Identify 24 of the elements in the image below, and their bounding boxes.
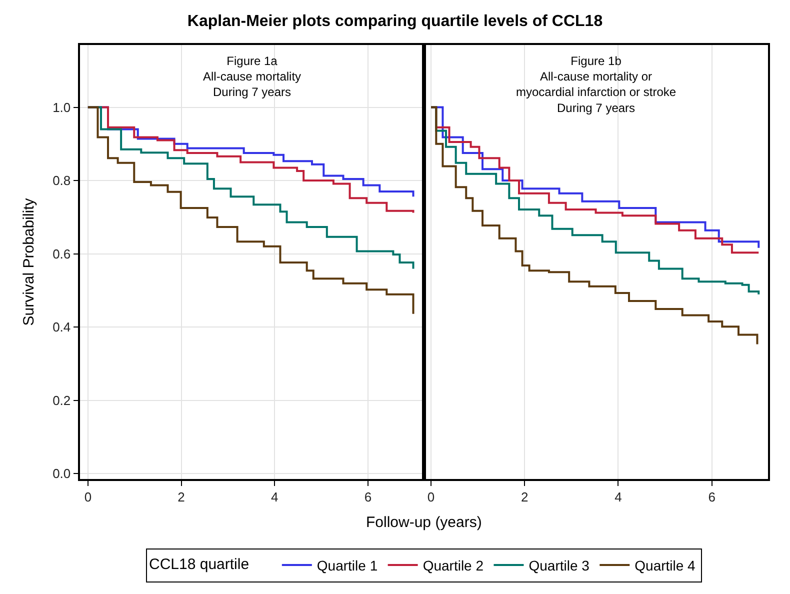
legend-label: Quartile 1 [316, 558, 378, 574]
x-tick-label: 0 [427, 489, 435, 504]
x-tick-label: 2 [178, 489, 185, 504]
chart-title: Kaplan-Meier plots comparing quartile levels of CCL18 [187, 13, 603, 30]
x-tick-label: 2 [521, 489, 528, 504]
y-tick-label: 0.6 [52, 246, 71, 262]
y-tick-label: 0.2 [52, 392, 71, 408]
x-tick-label: 0 [84, 489, 92, 504]
legend-title: CCL18 quartile [149, 556, 270, 573]
y-axis-title: Survival Probability [20, 198, 38, 326]
annotation: Figure 1a All-cause mortality During 7 years [203, 54, 302, 100]
legend-label: Quartile 4 [634, 558, 696, 574]
y-tick-label: 0.8 [52, 173, 71, 188]
y-tick-label: 0.0 [52, 466, 71, 482]
y-tick-label: 1.0 [52, 100, 71, 115]
x-tick-label: 4 [614, 489, 622, 504]
legend-label: Quartile 3 [528, 558, 590, 574]
x-axis-title: Follow-up (years) [366, 514, 482, 531]
legend-label: Quartile 2 [422, 558, 484, 574]
annotation: Figure 1b All-cause mortality or myocardial infarction or stroke During 7 years [516, 54, 676, 115]
x-tick-label: 6 [364, 489, 372, 504]
y-tick-label: 0.4 [52, 320, 71, 335]
x-tick-label: 6 [708, 489, 716, 504]
x-tick-label: 4 [271, 489, 278, 504]
